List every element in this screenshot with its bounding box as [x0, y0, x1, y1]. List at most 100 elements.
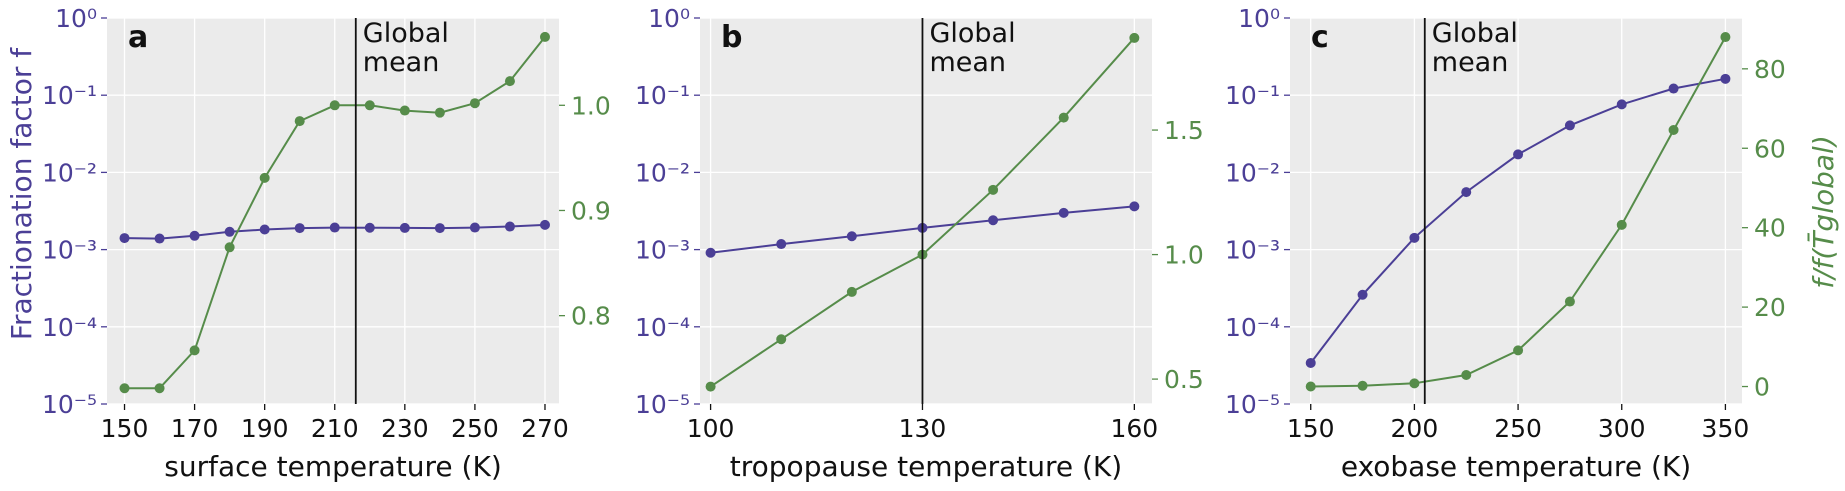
left-ticks: 10⁰ 10⁻¹ 10⁻² 10⁻³ 10⁻⁴ 10⁻⁵	[1225, 4, 1290, 419]
x-tick-label: 150	[101, 414, 149, 443]
fractionation-factor-point	[1513, 149, 1524, 160]
left-tick-label: 10⁻¹	[635, 81, 690, 110]
normalized-factor-point	[329, 100, 340, 111]
fractionation-factor-point	[1616, 99, 1627, 110]
left-tick-label: 10⁻¹	[42, 81, 97, 110]
x-tick-label: 160	[1110, 414, 1158, 443]
normalized-factor-point	[846, 286, 857, 297]
left-tick-label: 10⁻⁴	[42, 313, 97, 342]
x-tick-label: 150	[1287, 414, 1335, 443]
x-tick-label: 230	[381, 414, 429, 443]
left-tick-label: 10⁻⁵	[1225, 390, 1280, 419]
normalized-factor-point	[1668, 124, 1679, 135]
fractionation-factor-point	[776, 239, 787, 250]
panel-b: b Global mean 10⁰ 10⁻¹ 10⁻² 10⁻³ 10⁻⁴ 10⁻⁵ 0.…	[635, 4, 1204, 483]
x-tick-label: 210	[311, 414, 359, 443]
fractionation-factor-point	[1357, 289, 1368, 300]
x-tick-label: 250	[451, 414, 499, 443]
normalized-factor-point	[504, 76, 515, 87]
left-tick-label: 10⁻⁵	[42, 390, 97, 419]
series-points	[705, 32, 1140, 392]
normalized-factor-point	[1461, 370, 1472, 381]
fractionation-factor-point	[705, 247, 716, 258]
right-tick-label: 1.0	[571, 91, 611, 120]
normalized-factor-point	[1357, 380, 1368, 391]
fractionation-factor-point	[988, 215, 999, 226]
plot-area	[107, 18, 559, 404]
left-tick-label: 10⁻⁴	[635, 313, 690, 342]
annotation-line2: mean	[929, 47, 1006, 78]
x-axis-label: exobase temperature (K)	[1341, 450, 1691, 483]
fractionation-factor-point	[1564, 120, 1575, 131]
left-tick-label: 10⁰	[55, 4, 97, 33]
fractionation-factor-point	[1058, 207, 1069, 218]
right-tick-label: 80	[1754, 55, 1786, 84]
fractionation-factor-point	[154, 233, 165, 244]
fractionation-factor-point	[329, 222, 340, 233]
normalized-factor-point	[119, 383, 130, 394]
normalized-factor-point	[1058, 112, 1069, 123]
fractionation-factor-point	[259, 224, 270, 235]
right-ticks: 0.5 1.0 1.5	[1152, 116, 1204, 394]
fractionation-factor-point	[399, 222, 410, 233]
right-tick-label: 20	[1754, 293, 1786, 322]
normalized-factor-point	[364, 100, 375, 111]
normalized-factor-point	[776, 334, 787, 345]
x-tick-label: 170	[171, 414, 219, 443]
annotation-line1: Global	[1432, 18, 1518, 49]
fractionation-factor-point	[1305, 357, 1316, 368]
normalized-factor-point	[224, 242, 235, 253]
left-ylabel: Fractionation factor f	[5, 47, 38, 340]
right-tick-label: 60	[1754, 134, 1786, 163]
fractionation-factor-point	[364, 222, 375, 233]
right-tick-label: 0	[1754, 373, 1770, 402]
left-tick-label: 10⁻²	[42, 158, 97, 187]
normalized-factor-point	[988, 184, 999, 195]
x-ticks: 150 170 190 210 230 250 270	[101, 404, 569, 443]
left-tick-label: 10⁻⁵	[635, 390, 690, 419]
x-tick-label: 130	[899, 414, 947, 443]
right-tick-label: 1.5	[1164, 116, 1204, 145]
x-axis-label: surface temperature (K)	[164, 450, 502, 483]
panel-label: c	[1311, 20, 1329, 55]
fractionation-factor-point	[1409, 232, 1420, 243]
series-points	[1305, 32, 1731, 392]
left-tick-label: 10⁻²	[1225, 158, 1280, 187]
panel-label: b	[721, 20, 742, 55]
x-tick-label: 350	[1702, 414, 1750, 443]
annotation-line2: mean	[363, 47, 440, 78]
normalized-factor-point	[434, 107, 445, 118]
right-ticks: 0.8 0.9 1.0	[559, 91, 611, 331]
normalized-factor-point	[469, 98, 480, 109]
left-tick-label: 10⁰	[648, 4, 690, 33]
fractionation-factor-point	[504, 221, 515, 232]
right-tick-label: 0.8	[571, 302, 611, 331]
fractionation-factor-point	[539, 219, 550, 230]
left-tick-label: 10⁻³	[1225, 236, 1280, 265]
right-tick-label: 0.9	[571, 196, 611, 225]
normalized-factor-point	[1129, 32, 1140, 43]
normalized-factor-point	[1616, 219, 1627, 230]
left-tick-label: 10⁻²	[635, 158, 690, 187]
normalized-factor-point	[259, 172, 270, 183]
panel-c: c Global mean 10⁰ 10⁻¹ 10⁻² 10⁻³ 10⁻⁴ 10⁻⁵ 0 2…	[1225, 4, 1786, 483]
normalized-factor-point	[705, 381, 716, 392]
panel-a: a Global mean 10⁰ 10⁻¹ 10⁻² 10⁻³ 10⁻⁴ 10⁻⁵ 0.…	[42, 4, 611, 483]
fractionation-factor-point	[434, 223, 445, 234]
normalized-factor-point	[539, 31, 550, 42]
x-axis-label: tropopause temperature (K)	[730, 450, 1122, 483]
left-tick-label: 10⁻⁴	[1225, 313, 1280, 342]
panel-label: a	[128, 20, 148, 55]
fractionation-factor-point	[1461, 187, 1472, 198]
annotation-line1: Global	[363, 18, 449, 49]
x-tick-label: 190	[241, 414, 289, 443]
normalized-factor-point	[399, 105, 410, 116]
fractionation-factor-point	[1668, 83, 1679, 94]
fractionation-factor-point	[469, 222, 480, 233]
fractionation-factor-point	[846, 231, 857, 242]
fractionation-factor-point	[1720, 73, 1731, 84]
plot-area	[1290, 18, 1742, 404]
normalized-factor-point	[189, 345, 200, 356]
x-ticks: 100 130 160	[687, 404, 1158, 443]
left-tick-label: 10⁻¹	[1225, 81, 1280, 110]
